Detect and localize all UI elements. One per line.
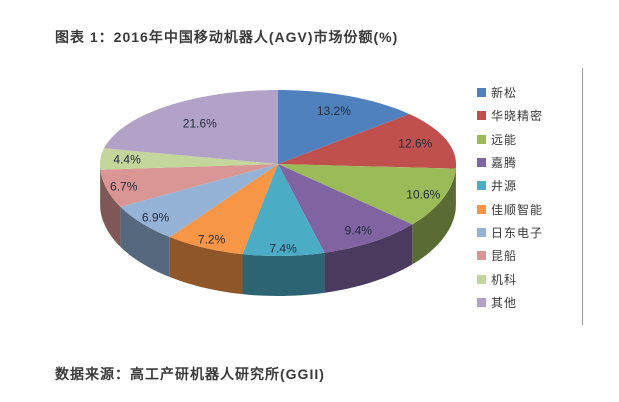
pie-slice-top bbox=[104, 90, 278, 164]
legend-swatch bbox=[477, 134, 486, 144]
legend-swatch bbox=[477, 251, 486, 261]
legend-item: 佳顺智能 bbox=[477, 197, 543, 220]
pie-slice-side bbox=[100, 169, 121, 247]
pie-slice-side bbox=[242, 252, 325, 296]
legend-swatch bbox=[477, 297, 486, 307]
pie-data-label: 13.2% bbox=[317, 104, 351, 118]
source-note: 数据来源：高工产研机器人研究所(GGII) bbox=[55, 366, 325, 382]
pie-slice-side bbox=[169, 237, 243, 295]
legend-item: 其他 bbox=[477, 291, 543, 314]
pie-slice-top bbox=[278, 114, 456, 169]
legend-label: 井源 bbox=[491, 179, 518, 194]
pie-data-label: 21.6% bbox=[183, 117, 217, 131]
pie-data-label: 7.4% bbox=[269, 242, 297, 256]
pie-slice-top bbox=[120, 164, 279, 237]
legend-swatch bbox=[477, 158, 486, 168]
pie-data-label: 9.4% bbox=[345, 223, 373, 237]
pie-data-label: 4.4% bbox=[113, 152, 141, 166]
pie-data-label: 6.7% bbox=[110, 179, 138, 193]
pie-slice-top bbox=[278, 164, 413, 253]
legend-swatch bbox=[477, 227, 486, 237]
pie-slice-top bbox=[100, 164, 279, 207]
legend-label: 嘉腾 bbox=[491, 156, 518, 171]
legend-label: 华晓精密 bbox=[491, 109, 544, 124]
legend: 新松华晓精密远能嘉腾井源佳顺智能日东电子昆船机科其他 bbox=[477, 81, 543, 314]
legend-label: 日东电子 bbox=[491, 225, 544, 240]
legend-divider-line bbox=[582, 68, 583, 325]
pie-slice-side bbox=[120, 206, 170, 277]
legend-item: 井源 bbox=[477, 174, 543, 197]
pie-slice-top bbox=[169, 164, 278, 255]
legend-swatch bbox=[477, 88, 486, 98]
pie-slice-top bbox=[278, 164, 456, 225]
legend-label: 机科 bbox=[491, 272, 518, 287]
legend-item: 远能 bbox=[477, 128, 543, 151]
pie-slice-top bbox=[242, 164, 325, 256]
pie-data-label: 10.6% bbox=[406, 187, 440, 201]
legend-swatch bbox=[477, 111, 486, 121]
pie-slice-top bbox=[278, 90, 410, 164]
legend-item: 日东电子 bbox=[477, 221, 543, 244]
pie-data-label: 6.9% bbox=[142, 210, 170, 224]
legend-item: 昆船 bbox=[477, 244, 543, 267]
pie-slice-side bbox=[412, 168, 456, 265]
chart-title: 图表 1：2016年中国移动机器人(AGV)市场份额(%) bbox=[55, 29, 399, 45]
legend-swatch bbox=[477, 204, 486, 214]
legend-swatch bbox=[477, 181, 486, 191]
pie-slice-top bbox=[100, 148, 278, 170]
legend-label: 远能 bbox=[491, 132, 518, 147]
pie-data-label: 7.2% bbox=[198, 232, 226, 246]
legend-label: 其他 bbox=[491, 295, 518, 310]
legend-label: 昆船 bbox=[491, 249, 518, 264]
legend-item: 机科 bbox=[477, 267, 543, 290]
legend-label: 佳顺智能 bbox=[491, 202, 544, 217]
legend-swatch bbox=[477, 274, 486, 284]
legend-item: 嘉腾 bbox=[477, 151, 543, 174]
legend-item: 新松 bbox=[477, 81, 543, 104]
pie-data-label: 12.6% bbox=[398, 136, 432, 150]
pie-slice-side bbox=[324, 224, 413, 293]
legend-item: 华晓精密 bbox=[477, 104, 543, 127]
legend-label: 新松 bbox=[491, 86, 518, 101]
